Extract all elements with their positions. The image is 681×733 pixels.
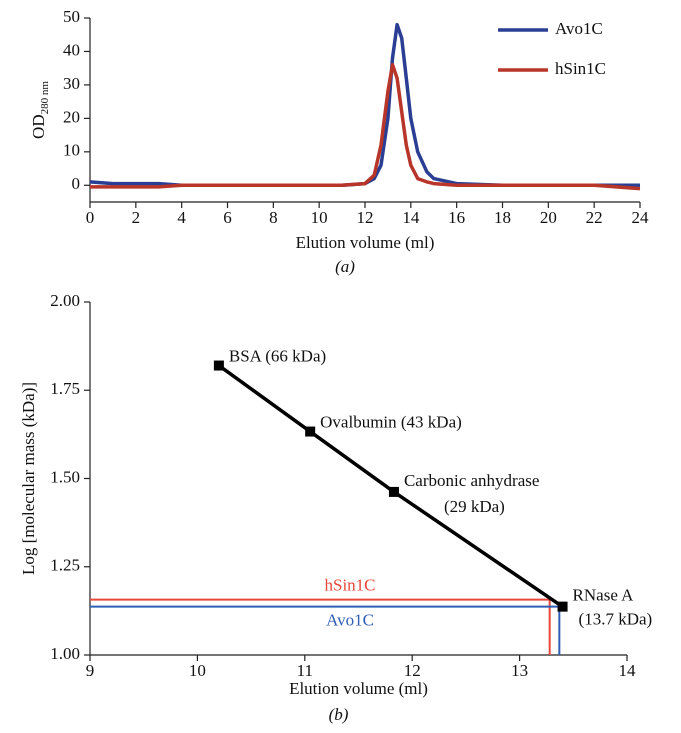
x-tick-label: 20	[540, 208, 557, 227]
fit-line	[217, 364, 564, 609]
panel-label: (b)	[329, 705, 349, 724]
x-tick-label: 2	[132, 208, 141, 227]
y-axis-label: OD280 nm	[29, 81, 51, 139]
axis-line	[89, 18, 640, 203]
x-tick-label: 12	[357, 208, 374, 227]
point-label: Carbonic anhydrase	[404, 471, 539, 490]
y-tick-label: 1.00	[50, 644, 80, 663]
point	[557, 601, 568, 612]
y-tick-label: 0	[72, 174, 81, 193]
x-tick-label: 24	[632, 208, 650, 227]
panel-label: (a)	[335, 257, 355, 276]
y-axis-label: Log [molecular mass (kDa)]	[19, 382, 38, 575]
reference-line	[90, 598, 551, 655]
y-tick-label: 40	[63, 40, 80, 59]
x-tick-label: 9	[86, 661, 95, 680]
point-label: Ovalbumin (43 kDa)	[320, 412, 462, 431]
y-axis-label-main: Log [molecular mass (kDa)]	[19, 382, 38, 575]
x-tick-label: 12	[404, 661, 421, 680]
x-tick-label: 4	[177, 208, 186, 227]
y-axis-label-sub: 280 nm	[39, 81, 51, 115]
x-axis-label: Elution volume (ml)	[289, 679, 428, 698]
y-tick-label: 20	[63, 107, 80, 126]
point	[213, 360, 224, 371]
x-tick-label: 10	[189, 661, 206, 680]
axis-line	[89, 302, 627, 656]
point-label: (13.7 kDa)	[579, 610, 653, 629]
series-line	[90, 63, 641, 191]
x-axis-label: Elution volume (ml)	[296, 233, 435, 252]
y-tick-label: 50	[63, 7, 80, 26]
point-label: BSA (66 kDa)	[229, 346, 326, 365]
x-tick-label: 10	[311, 208, 328, 227]
y-tick-label: 10	[63, 141, 80, 160]
x-tick-label: 18	[494, 208, 511, 227]
x-tick-label: 16	[448, 208, 465, 227]
x-tick-label: 6	[223, 208, 232, 227]
y-tick-label: 30	[63, 74, 80, 93]
x-tick-label: 22	[586, 208, 603, 227]
point-label: RNase A	[573, 586, 635, 605]
y-tick-label: 2.00	[50, 291, 80, 310]
reference-label: hSin1C	[324, 575, 375, 594]
legend-label: Avo1C	[555, 19, 603, 38]
x-tick-label: 11	[297, 661, 313, 680]
y-axis-label-main: OD	[29, 114, 48, 139]
series-line	[89, 22, 640, 188]
x-tick-label: 14	[619, 661, 637, 680]
point-label: (29 kDa)	[444, 497, 505, 516]
y-tick-label: 1.50	[50, 467, 80, 486]
y-tick-label: 1.75	[50, 379, 80, 398]
reference-label: Avo1C	[326, 611, 374, 630]
x-tick-label: 14	[402, 208, 420, 227]
legend-label: hSin1C	[555, 59, 606, 78]
x-tick-label: 0	[86, 208, 95, 227]
point	[305, 426, 316, 437]
x-tick-label: 8	[269, 208, 278, 227]
y-tick-label: 1.25	[50, 556, 80, 575]
x-tick-label: 13	[511, 661, 528, 680]
point	[388, 486, 399, 497]
reference-line	[90, 605, 561, 655]
